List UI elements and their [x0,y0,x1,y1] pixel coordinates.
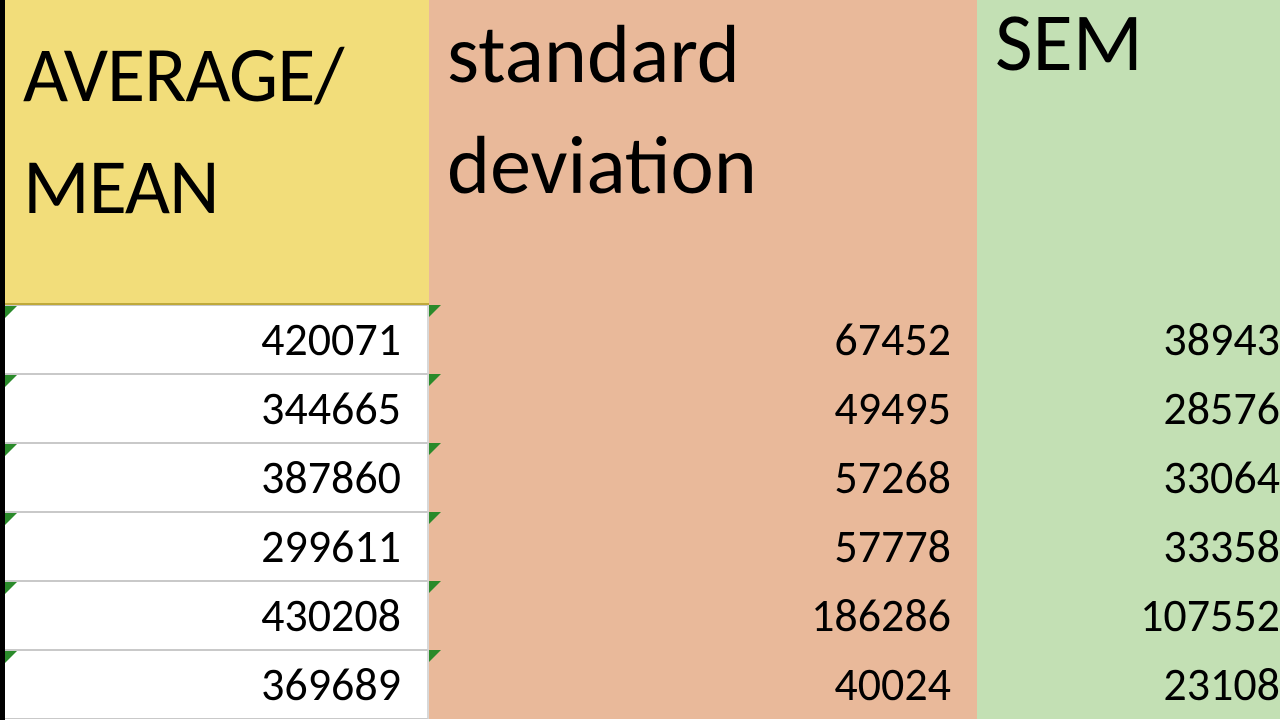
header-stdev[interactable]: standard deviation [429,0,977,305]
cell-sem-2[interactable]: 33064 [977,443,1280,512]
cell-stdev-2[interactable]: 57268 [429,443,977,512]
cell-stdev-5[interactable]: 40024 [429,650,977,719]
cell-stdev-1[interactable]: 49495 [429,374,977,443]
cell-mean-0[interactable]: 420071 [5,305,429,374]
cell-mean-1[interactable]: 344665 [5,374,429,443]
column-stdev: standard deviation 67452 49495 57268 577… [429,0,977,720]
cell-mean-3[interactable]: 299611 [5,512,429,581]
header-mean-line1: AVERAGE/ [23,34,409,116]
cell-mean-5[interactable]: 369689 [5,650,429,719]
header-mean[interactable]: AVERAGE/ MEAN [5,0,429,305]
cell-mean-4[interactable]: 430208 [5,581,429,650]
cell-sem-0[interactable]: 38943 [977,305,1280,374]
spreadsheet-view: AVERAGE/ MEAN 420071 344665 387860 29961… [0,0,1280,720]
cell-sem-1[interactable]: 28576 [977,374,1280,443]
cell-sem-4[interactable]: 107552 [977,581,1280,650]
column-sem: SEM 38943 28576 33064 33358 107552 23108 [977,0,1280,720]
cell-stdev-0[interactable]: 67452 [429,305,977,374]
cell-stdev-4[interactable]: 186286 [429,581,977,650]
header-sem[interactable]: SEM [977,0,1280,305]
cell-sem-3[interactable]: 33358 [977,512,1280,581]
cell-sem-5[interactable]: 23108 [977,650,1280,719]
header-mean-line2: MEAN [23,146,409,228]
cell-mean-2[interactable]: 387860 [5,443,429,512]
column-mean: AVERAGE/ MEAN 420071 344665 387860 29961… [0,0,429,720]
cell-stdev-3[interactable]: 57778 [429,512,977,581]
